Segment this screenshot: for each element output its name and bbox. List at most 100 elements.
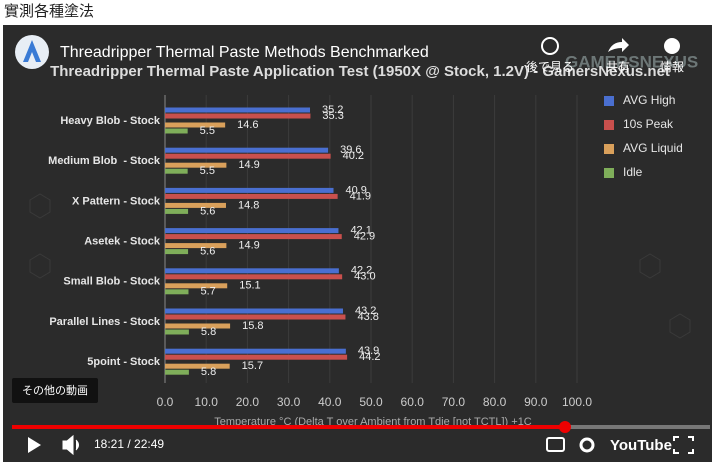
value-label: 43.2: [355, 305, 376, 317]
value-label: 5.6: [200, 246, 215, 258]
category-label: Heavy Blob - Stock: [60, 115, 161, 127]
value-label: 5.5: [200, 165, 215, 177]
bar: [165, 369, 189, 375]
watermark: GAMERSNEXUS: [565, 52, 698, 71]
settings-button[interactable]: [579, 437, 595, 453]
bar: [165, 128, 188, 134]
bar: [165, 363, 230, 369]
x-tick-label: 60.0: [401, 395, 425, 409]
bar: [165, 168, 188, 174]
value-label: 15.7: [242, 360, 263, 372]
value-label: 14.9: [238, 240, 259, 252]
bar: [165, 234, 342, 240]
x-tick-label: 30.0: [277, 395, 301, 409]
category-label: X Pattern - Stock: [72, 195, 161, 207]
share[interactable]: 共有: [606, 60, 630, 74]
value-label: 14.6: [237, 119, 258, 131]
x-tick-label: 50.0: [359, 395, 383, 409]
fullscreen-button[interactable]: [673, 436, 694, 454]
value-label: 43.9: [358, 345, 379, 357]
legend-label: AVG High: [623, 93, 675, 107]
category-label: 5point - Stock: [87, 356, 161, 368]
legend-swatch: [604, 144, 614, 154]
value-label: 14.8: [238, 199, 259, 211]
bar: [165, 329, 189, 335]
bar: [165, 122, 226, 128]
value-label: 5.8: [201, 326, 216, 338]
x-tick-label: 90.0: [524, 395, 548, 409]
value-label: 40.9: [346, 184, 367, 196]
info-icon[interactable]: [664, 38, 680, 54]
x-tick-label: 20.0: [236, 395, 260, 409]
legend-label: 10s Peak: [623, 117, 674, 131]
clock-icon[interactable]: [541, 37, 559, 55]
value-label: 14.9: [238, 159, 259, 171]
value-label: 15.8: [242, 320, 263, 332]
volume-button[interactable]: [62, 434, 79, 456]
value-label: 43.0: [354, 271, 375, 283]
chart-title: Threadripper Thermal Paste Application T…: [50, 63, 670, 80]
bar: [165, 202, 226, 208]
legend-label: Idle: [623, 165, 643, 179]
watch-later[interactable]: 後で見る: [526, 60, 574, 74]
youtube-logo[interactable]: YouTube: [610, 437, 672, 454]
value-label: 44.2: [359, 351, 380, 363]
bar: [165, 249, 189, 255]
value-label: 42.9: [354, 231, 375, 243]
category-label: Medium Blob - Stock: [48, 155, 161, 167]
bar: [165, 113, 311, 119]
bar: [165, 268, 339, 274]
bar: [165, 228, 339, 234]
x-axis-label: Temperature °C (Delta T over Ambient fro…: [214, 416, 532, 428]
value-label: 15.1: [239, 280, 260, 292]
legend-swatch: [604, 168, 614, 178]
bar: [165, 243, 227, 249]
bar: [165, 187, 334, 193]
bar: [165, 323, 231, 329]
value-label: 42.1: [350, 225, 371, 237]
more-videos[interactable]: その他の動画: [22, 383, 88, 397]
progress-knob[interactable]: [559, 421, 571, 433]
value-label: 43.8: [357, 311, 378, 323]
value-label: 40.2: [343, 150, 364, 162]
info[interactable]: 情報: [660, 60, 684, 74]
x-tick-label: 10.0: [195, 395, 219, 409]
bar: [165, 308, 343, 314]
time: 18:21 / 22:49: [94, 437, 164, 451]
value-label: 35.3: [322, 110, 343, 122]
bar: [165, 107, 311, 113]
legend-swatch: [604, 120, 614, 130]
more-videos-box[interactable]: [12, 378, 98, 403]
bar: [165, 289, 189, 295]
subtitles-button[interactable]: [546, 437, 565, 452]
value-label: 35.2: [322, 104, 343, 116]
bar: [165, 283, 228, 289]
category-label: Small Blob - Stock: [63, 276, 160, 288]
value-label: 39.6: [340, 144, 361, 156]
legend-label: AVG Liquid: [623, 141, 683, 155]
x-tick-label: 80.0: [483, 395, 507, 409]
value-label: 5.6: [200, 205, 215, 217]
category-label: Asetek - Stock: [84, 236, 161, 248]
video-title[interactable]: Threadripper Thermal Paste Methods Bench…: [60, 44, 429, 61]
hex-pattern: [29, 193, 691, 339]
share-icon[interactable]: [608, 38, 629, 52]
x-tick-label: 40.0: [318, 395, 342, 409]
play-button[interactable]: [28, 437, 41, 453]
bar: [165, 208, 189, 214]
legend-swatch: [604, 96, 614, 106]
chart: 0.0 10.0 20.0 30.0 40.0 50.0 60.0 70.0 80.0 90.0 1…: [48, 93, 683, 428]
bar: [165, 153, 331, 159]
bar: [165, 147, 329, 153]
video-frame[interactable]: [3, 25, 712, 462]
bar: [165, 193, 338, 199]
x-tick-label: 0.0: [157, 395, 174, 409]
bar: [165, 348, 346, 354]
progress-played[interactable]: [12, 425, 565, 429]
page-heading: 實測各種塗法: [4, 2, 94, 20]
bar: [165, 314, 346, 320]
bar: [165, 162, 227, 168]
value-label: 5.8: [201, 366, 216, 378]
